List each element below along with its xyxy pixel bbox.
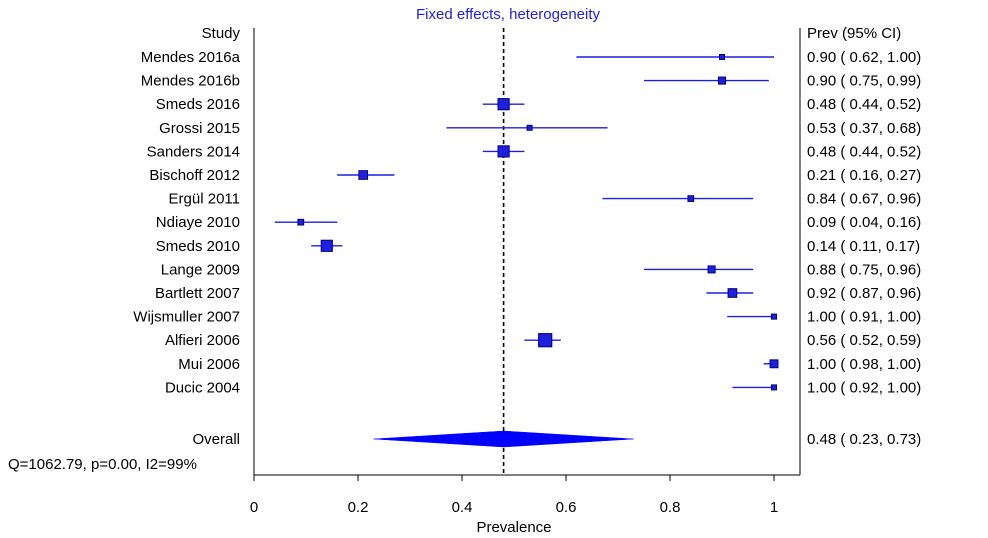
study-row: Mui 2006 1.00 ( 0.98, 1.00) (178, 356, 921, 373)
study-row: Bischoff 2012 0.21 ( 0.16, 0.27) (149, 167, 921, 184)
study-row: Grossi 2015 0.53 ( 0.37, 0.68) (159, 120, 921, 137)
study-name: Ergül 2011 (169, 191, 240, 208)
overall-diamond (373, 430, 634, 448)
study-name: Ndiaye 2010 (156, 214, 240, 231)
point-estimate-marker (497, 145, 510, 158)
estimate-label: 0.48 ( 0.44, 0.52) (807, 143, 921, 160)
study-name: Bartlett 2007 (155, 285, 240, 302)
point-estimate-marker (526, 124, 533, 131)
point-estimate-marker (320, 239, 333, 252)
study-row: Wijsmuller 2007 1.00 ( 0.91, 1.00) (133, 309, 921, 326)
estimate-label: 0.92 ( 0.87, 0.96) (807, 285, 921, 302)
study-name: Bischoff 2012 (149, 167, 240, 184)
study-row: Ducic 2004 1.00 ( 0.92, 1.00) (165, 379, 921, 396)
overall-label: Overall (192, 431, 240, 448)
study-name: Lange 2009 (161, 261, 240, 278)
study-name: Sanders 2014 (147, 143, 240, 160)
heterogeneity-stats: Q=1062.79, p=0.00, I2=99% (8, 456, 197, 473)
x-tick-label: 0.2 (348, 499, 369, 516)
point-estimate-marker (497, 98, 510, 111)
study-row: Sanders 2014 0.48 ( 0.44, 0.52) (147, 143, 922, 160)
estimate-label: 0.14 ( 0.11, 0.17) (807, 238, 920, 255)
study-name: Mendes 2016b (141, 73, 240, 90)
study-name: Wijsmuller 2007 (133, 309, 240, 326)
study-row: Ergül 2011 0.84 ( 0.67, 0.96) (169, 191, 922, 208)
x-tick-label: 0.8 (660, 499, 681, 516)
study-row: Mendes 2016b 0.90 ( 0.75, 0.99) (141, 73, 922, 90)
point-estimate-marker (538, 333, 553, 348)
estimate-label: 0.53 ( 0.37, 0.68) (807, 120, 921, 137)
study-row: Bartlett 2007 0.92 ( 0.87, 0.96) (155, 285, 921, 302)
study-name: Mui 2006 (178, 356, 240, 373)
study-name: Mendes 2016a (141, 49, 241, 66)
overall-estimate-label: 0.48 ( 0.23, 0.73) (807, 431, 921, 448)
estimate-label: 1.00 ( 0.98, 1.00) (807, 356, 921, 373)
chart-title: Fixed effects, heterogeneity (416, 6, 600, 23)
x-tick-label: 1 (770, 499, 778, 516)
estimate-label: 1.00 ( 0.91, 1.00) (807, 309, 921, 326)
x-axis-label: Prevalence (476, 519, 551, 536)
x-tick-label: 0 (250, 499, 258, 516)
estimate-label: 0.09 ( 0.04, 0.16) (807, 214, 921, 231)
study-name: Smeds 2016 (156, 96, 240, 113)
study-row: Smeds 2010 0.14 ( 0.11, 0.17) (156, 238, 920, 255)
study-name: Grossi 2015 (159, 120, 240, 137)
study-row: Mendes 2016a 0.90 ( 0.62, 1.00) (141, 49, 922, 66)
estimate-label: 0.84 ( 0.67, 0.96) (807, 191, 921, 208)
point-estimate-marker (771, 313, 777, 320)
point-estimate-marker (707, 265, 716, 274)
point-estimate-marker (717, 76, 727, 85)
estimate-label: 1.00 ( 0.92, 1.00) (807, 379, 921, 396)
point-estimate-marker (687, 195, 695, 202)
point-estimate-marker (769, 359, 779, 369)
point-estimate-marker (719, 54, 725, 60)
study-column-header: Study (202, 25, 241, 42)
point-estimate-marker (297, 218, 305, 226)
study-name: Alfieri 2006 (165, 332, 240, 349)
estimate-label: 0.90 ( 0.75, 0.99) (807, 73, 921, 90)
point-estimate-marker (727, 288, 738, 298)
study-row: Smeds 2016 0.48 ( 0.44, 0.52) (156, 96, 921, 113)
estimate-column-header: Prev (95% CI) (807, 25, 901, 42)
study-name: Smeds 2010 (156, 238, 240, 255)
point-estimate-marker (358, 170, 369, 180)
point-estimate-marker (771, 384, 777, 391)
estimate-label: 0.21 ( 0.16, 0.27) (807, 167, 921, 184)
estimate-label: 0.48 ( 0.44, 0.52) (807, 96, 921, 113)
estimate-label: 0.90 ( 0.62, 1.00) (807, 49, 921, 66)
x-tick-label: 0.6 (556, 499, 577, 516)
estimate-label: 0.88 ( 0.75, 0.96) (807, 261, 921, 278)
study-name: Ducic 2004 (165, 379, 240, 396)
study-row: Ndiaye 2010 0.09 ( 0.04, 0.16) (156, 214, 921, 231)
study-row: Alfieri 2006 0.56 ( 0.52, 0.59) (165, 332, 921, 349)
estimate-label: 0.56 ( 0.52, 0.59) (807, 332, 921, 349)
x-tick-label: 0.4 (452, 499, 473, 516)
study-row: Lange 2009 0.88 ( 0.75, 0.96) (161, 261, 922, 278)
